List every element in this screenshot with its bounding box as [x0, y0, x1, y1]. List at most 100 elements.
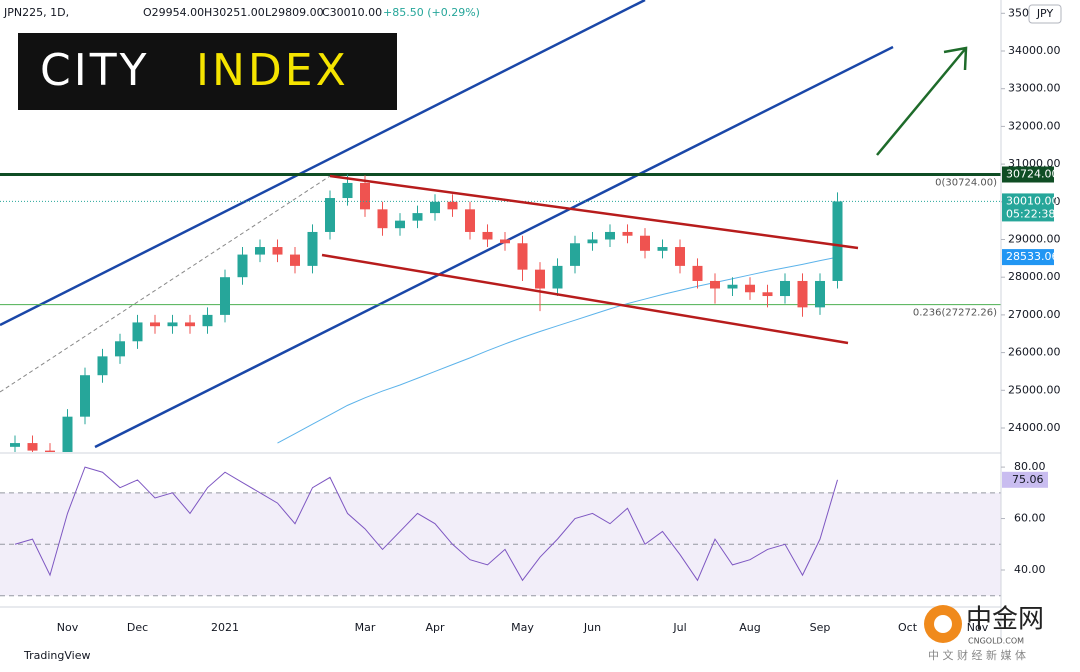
- x-tick-label: Aug: [739, 621, 760, 634]
- symbol: JPN225, 1D,: [3, 6, 69, 19]
- candle-body: [832, 201, 843, 281]
- price-tag: [1002, 249, 1054, 266]
- candle-body: [780, 280, 790, 297]
- price-tag: [1002, 166, 1054, 183]
- price-tag-label: 28533.06: [1006, 250, 1059, 263]
- x-tick-label: Oct: [898, 621, 918, 634]
- watermark-site: CNGOLD.COM: [968, 637, 1024, 646]
- brand: TradingView: [23, 649, 90, 662]
- y-tick-label: 40.00: [1014, 563, 1046, 576]
- candle-body: [430, 201, 440, 214]
- y-tick-label: 60.00: [1014, 512, 1046, 525]
- candle-body: [377, 209, 388, 229]
- watermark-tagline: 中 文 财 经 新 媒 体: [928, 648, 1026, 662]
- candle-body: [657, 247, 668, 251]
- candle-body: [62, 416, 73, 452]
- candle-body: [815, 280, 825, 308]
- y-tick-label: 80.00: [1014, 460, 1046, 473]
- level-label: 0.236(27272.26): [913, 308, 997, 319]
- y-tick-label: 33000.00: [1008, 82, 1061, 95]
- candle-body: [80, 375, 90, 417]
- trend-line: [94, 45, 894, 449]
- axes: 24000.00 25000.00 26000.00 27000.00 28000.00…: [57, 6, 1061, 634]
- candle-body: [167, 322, 178, 327]
- candle-body: [605, 231, 615, 240]
- open: O29954.00: [143, 6, 204, 19]
- candle-body: [570, 243, 580, 266]
- candle-body: [517, 243, 528, 270]
- candle-body: [692, 265, 703, 281]
- candle-body: [97, 356, 108, 376]
- candle-body: [762, 292, 773, 297]
- x-tick-label: Sep: [810, 621, 831, 634]
- candle-body: [202, 314, 213, 327]
- candle-body: [797, 280, 808, 308]
- x-tick-label: May: [511, 621, 534, 634]
- y-tick-label: 29000.00: [1008, 232, 1061, 245]
- arrow-head: [943, 46, 968, 71]
- price-pane: 0(30724.00) 0.236(27272.26): [0, 173, 1001, 452]
- x-tick-label: Jul: [672, 621, 686, 634]
- candle-body: [675, 247, 685, 266]
- arrow: [876, 47, 967, 156]
- y-tick-label: 24000.00: [1008, 421, 1061, 434]
- currency-box: [1028, 4, 1062, 24]
- candle-body: [255, 247, 265, 255]
- candle-body: [132, 322, 143, 342]
- change: +85.50 (+0.29%): [383, 6, 480, 19]
- candle-body: [272, 247, 283, 255]
- candle-body: [115, 341, 125, 357]
- y-tick-label: 25000.00: [1008, 383, 1061, 396]
- candle-body: [622, 231, 633, 236]
- candle-body: [465, 209, 475, 232]
- level-label: 0(30724.00): [935, 178, 997, 189]
- candle-body: [552, 265, 563, 289]
- candle-body: [482, 231, 493, 240]
- watermark-name: 中金网: [966, 605, 1044, 635]
- x-tick-label: Nov: [57, 621, 79, 634]
- low: L29809.00: [265, 6, 324, 19]
- channel-line: [321, 253, 849, 345]
- candle-body: [710, 280, 720, 289]
- candle-body: [535, 269, 545, 289]
- candle-body: [45, 450, 55, 452]
- price-tag-label: 30724.00: [1006, 168, 1059, 181]
- price-tag-label: 30010.00: [1006, 194, 1059, 207]
- x-tick-label: Jun: [583, 621, 601, 634]
- y-tick-label: 34000.00: [1008, 44, 1061, 57]
- candle-body: [185, 322, 195, 327]
- candle-body: [500, 239, 510, 244]
- candle-body: [325, 198, 335, 232]
- currency: JPY: [1036, 7, 1054, 20]
- logo-box: [18, 33, 397, 110]
- y-tick-label: 28000.00: [1008, 270, 1061, 283]
- candle-body: [237, 254, 248, 278]
- x-tick-label: Apr: [425, 621, 445, 634]
- candle-body: [27, 443, 38, 451]
- candle-body: [10, 443, 20, 447]
- candle-body: [640, 235, 650, 251]
- x-tick-label: Dec: [127, 621, 148, 634]
- close: C30010.00: [322, 6, 382, 19]
- y-tick-label: 27000.00: [1008, 308, 1061, 321]
- candle-body: [342, 182, 353, 199]
- rsi-line: [14, 466, 838, 582]
- drawings: [0, 0, 894, 449]
- high: H30251.00: [204, 6, 265, 19]
- logo-word: INDEX: [196, 45, 349, 96]
- fib-trend: [0, 175, 331, 393]
- candle-body: [745, 284, 755, 293]
- candle-body: [447, 201, 458, 210]
- candle-body: [412, 213, 423, 221]
- rsi-pane: [0, 466, 1001, 597]
- candle-body: [360, 182, 370, 210]
- rsi-tag-label: 75.06: [1012, 473, 1044, 486]
- candle-body: [587, 239, 598, 244]
- y-tick-label: 26000.00: [1008, 346, 1061, 359]
- drawings-top: [321, 46, 968, 345]
- moving-average: [277, 256, 838, 444]
- x-tick-label: Mar: [355, 621, 376, 634]
- candle-body: [220, 277, 230, 315]
